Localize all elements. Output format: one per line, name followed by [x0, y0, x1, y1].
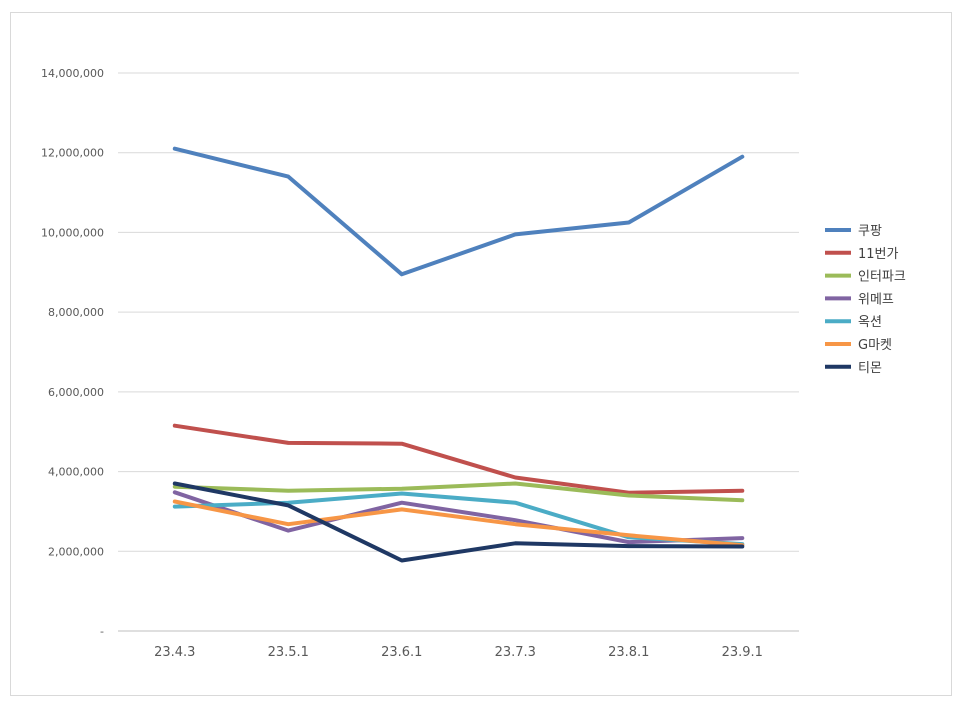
- x-tick-label: 23.4.3: [154, 645, 195, 660]
- y-axis-ticks: - 2,000,000 4,000,000 6,000,000 8,000,000 10,…: [41, 67, 104, 638]
- series-line-4: [172, 490, 745, 545]
- x-tick-label: 23.7.3: [495, 645, 536, 660]
- x-tick-label: 23.9.1: [722, 645, 763, 660]
- y-tick-label: 8,000,000: [48, 306, 104, 319]
- legend-label: 쿠팡: [858, 224, 882, 239]
- chart-frame: [10, 12, 952, 696]
- y-tick-label: 14,000,000: [41, 67, 104, 80]
- y-tick-label: 6,000,000: [48, 386, 104, 399]
- x-tick-label: 23.6.1: [381, 645, 422, 660]
- series-line-1: [172, 146, 745, 277]
- y-tick-label: 10,000,000: [41, 226, 104, 239]
- series-line-7: [172, 481, 745, 563]
- y-tick-label: 2,000,000: [48, 545, 104, 558]
- series-line-3: [172, 481, 745, 503]
- y-tick-label: 4,000,000: [48, 466, 104, 479]
- gridlines: [118, 72, 799, 632]
- legend-label: G마켓: [858, 338, 892, 353]
- x-tick-label: 23.8.1: [608, 645, 649, 660]
- legend-label: 티몬: [858, 361, 882, 376]
- legend-label: 인터파크: [858, 270, 906, 285]
- x-axis-ticks: 23.4.3 23.5.1 23.6.1 23.7.3 23.8.1 23.9.1: [154, 645, 763, 660]
- x-tick-label: 23.5.1: [268, 645, 309, 660]
- y-tick-label: 12,000,000: [41, 147, 104, 160]
- y-tick-label: -: [100, 625, 104, 638]
- legend-label: 11번가: [858, 247, 899, 262]
- legend-label: 위메프: [858, 292, 894, 307]
- legend-label: 옥션: [858, 315, 882, 330]
- series-lines: [172, 146, 745, 563]
- series-line-2: [172, 423, 745, 495]
- series-line-6: [172, 499, 745, 548]
